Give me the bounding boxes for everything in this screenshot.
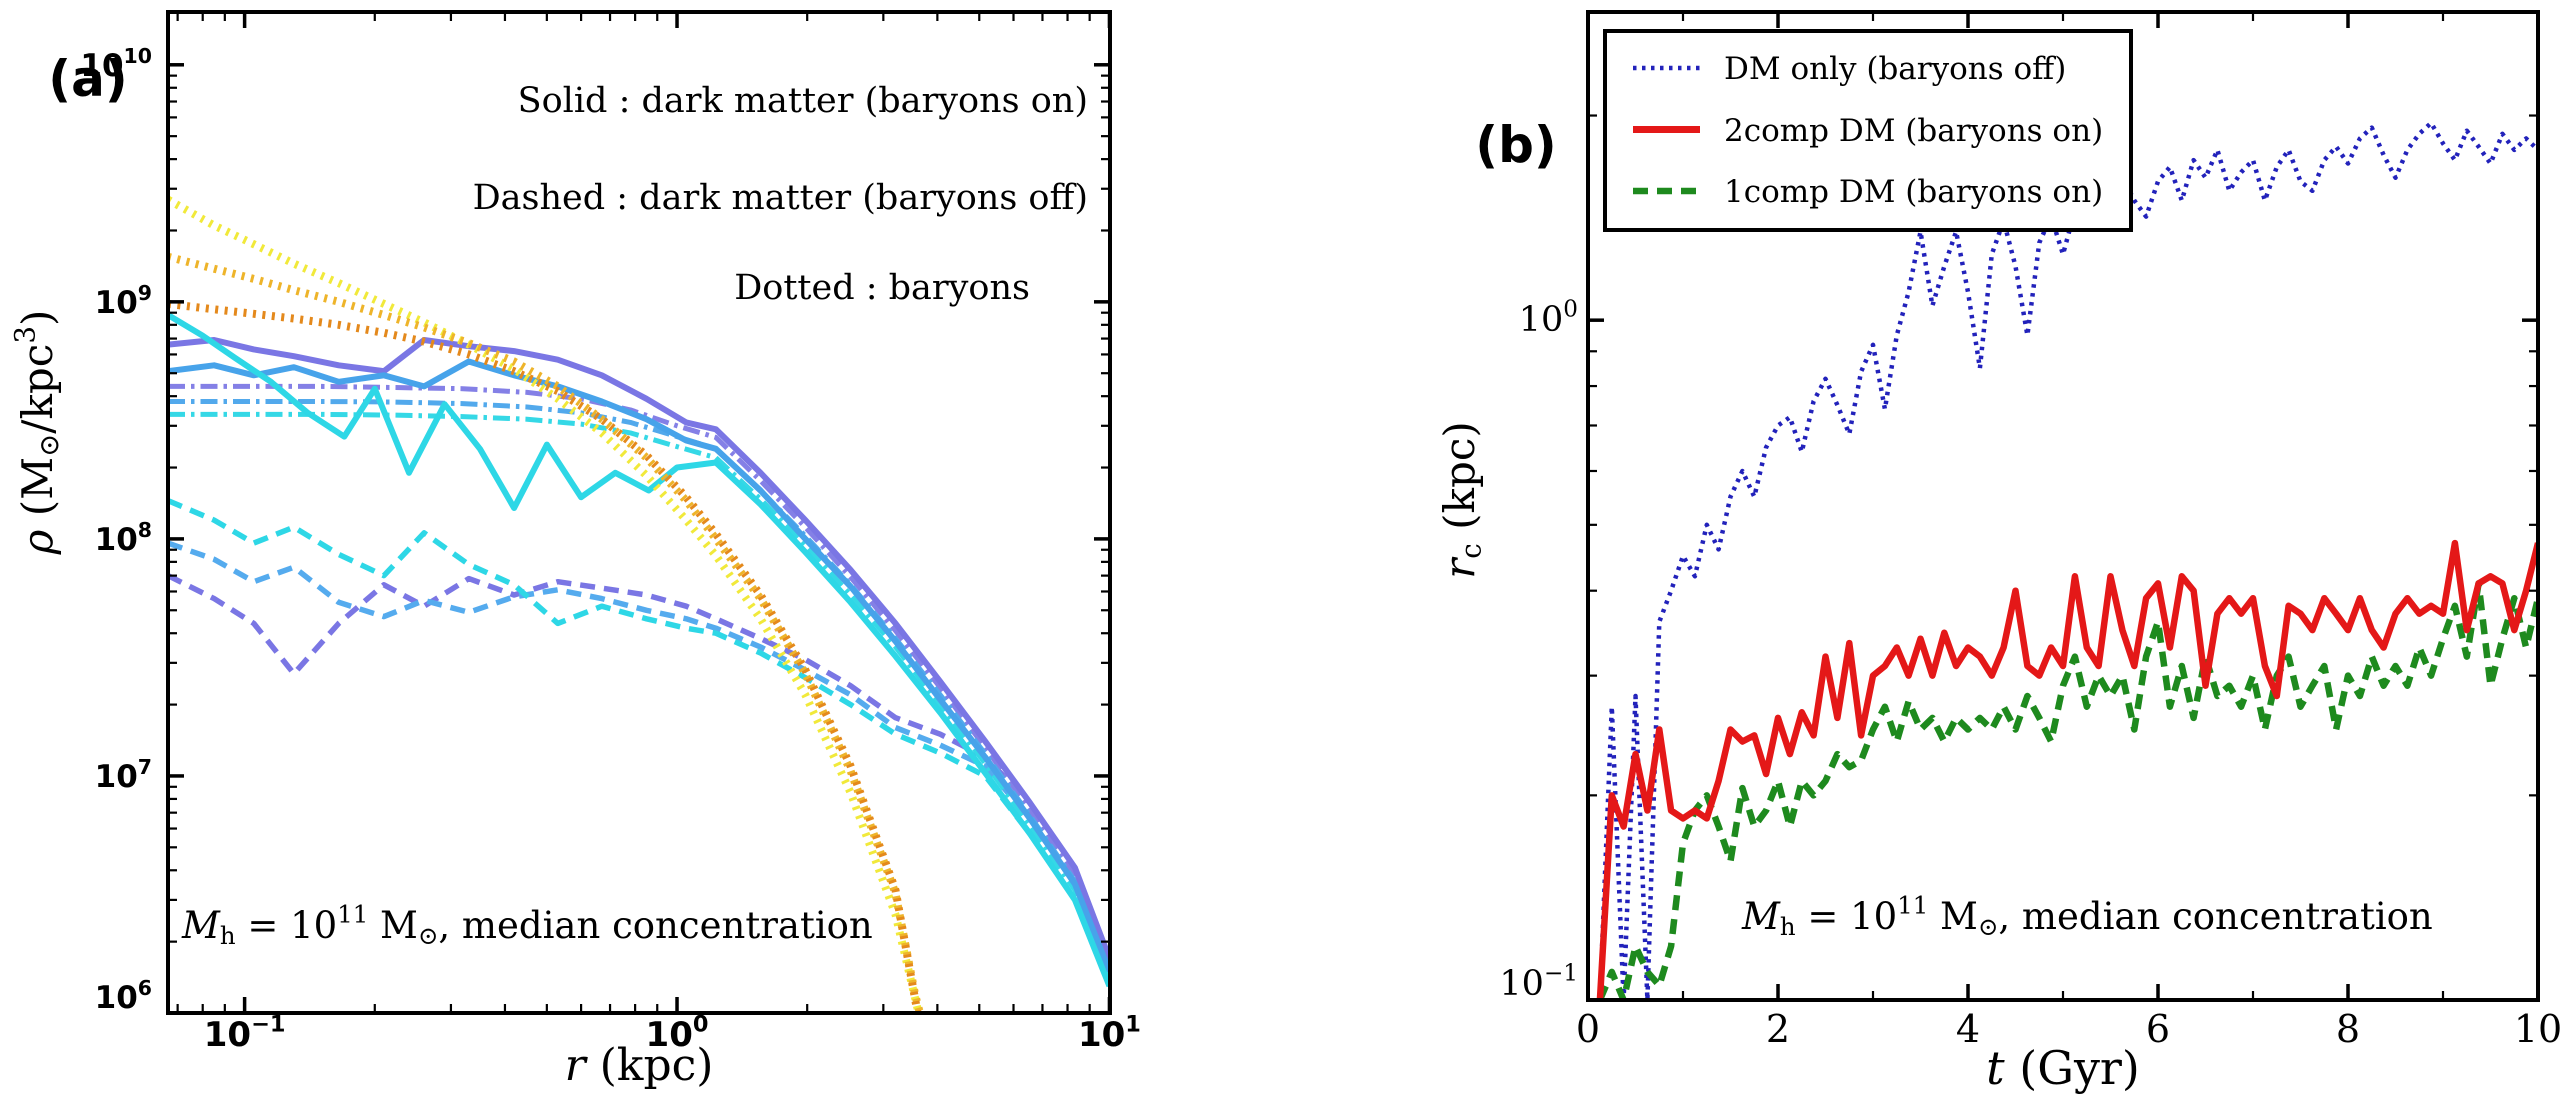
panel-b-ytick-label: 10−1	[1499, 960, 1578, 1004]
panel-b-x-axis-title: t (Gyr)	[1986, 1041, 2140, 1094]
legend-markers	[1633, 65, 1700, 195]
panel-b-xtick-label: 10	[2514, 1007, 2560, 1051]
curve-baryons-run2-dotted-gold	[168, 252, 925, 1013]
panel-a-y-axis-title: ρ (M⊙/kpc3)	[8, 310, 65, 556]
panel-b-ticks	[1586, 12, 2540, 1002]
curve-dark-matter-baryons-on-run3-solid-cyan	[168, 312, 1110, 988]
panel-b-xtick-label: 4	[1956, 1007, 1980, 1051]
panel-a-ytick-label: 1010	[80, 44, 152, 84]
curve-dark-matter-baryons-off-run1-dashed-violet	[168, 573, 1110, 960]
curve-cored-fit-run1-dash-dot-violet	[168, 383, 1110, 966]
panel-a-ytick-label: 109	[95, 281, 152, 321]
panel-a-x-axis-title: r (kpc)	[565, 1040, 714, 1091]
panel-a-xtick-label: 100	[646, 1012, 709, 1055]
panel-b-letter: (b)	[1475, 116, 1557, 174]
panel-a-annotation: Mh = 1011 M⊙, median concentration	[181, 899, 873, 949]
curve-cored-fit-run3-dash-dot-cyan	[168, 411, 1110, 980]
panel-b-xtick-label: 6	[2146, 1007, 2170, 1051]
curve-1comp-dm-baryons-on	[1596, 580, 2538, 1000]
curve-dark-matter-baryons-on-run2-solid-blue	[168, 358, 1110, 973]
panel-b-xtick-label: 8	[2336, 1007, 2360, 1051]
style-key-solid: Solid : dark matter (baryons on)	[518, 81, 1088, 121]
curve-dark-matter-baryons-off-run3-dashed-cyan	[168, 498, 1110, 988]
legend-label-2comp: 2comp DM (baryons on)	[1724, 113, 2103, 149]
legend-label-1comp: 1comp DM (baryons on)	[1724, 174, 2103, 210]
panel-a-frame	[166, 10, 1112, 1015]
panel-b-ytick-label: 100	[1519, 296, 1578, 340]
panel-a-xtick-label: 101	[1078, 1012, 1141, 1055]
style-key-dashed: Dashed : dark matter (baryons off)	[473, 178, 1088, 218]
panel-b-xtick-label: 0	[1576, 1007, 1600, 1051]
curve-dm-only-baryons-off	[1597, 120, 2538, 1000]
legend: DM only (baryons off) 2comp DM (baryons …	[1603, 29, 2133, 232]
panel-b-annotation: Mh = 1011 M⊙, median concentration	[1741, 890, 2433, 940]
curve-dark-matter-baryons-off-run2-dashed-light-blue	[168, 540, 1110, 973]
panel-a-letter: (a)	[48, 50, 127, 108]
panel-a: 10−1 100 101 106 107 108 109 1010 r (kpc) ρ (M⊙/k…	[8, 10, 1141, 1091]
panel-b-curves	[1596, 120, 2538, 1000]
legend-label-dm-only: DM only (baryons off)	[1724, 51, 2066, 87]
panel-b-xtick-label: 2	[1766, 1007, 1790, 1051]
curve-2comp-dm-baryons-on	[1596, 539, 2538, 1000]
panel-a-xtick-label: 10−1	[204, 1012, 286, 1055]
style-key-dotted: Dotted : baryons	[734, 268, 1030, 308]
curve-baryons-run3-dotted-orange	[168, 299, 922, 1013]
panel-a-ytick-label: 108	[95, 518, 152, 558]
curve-baryons-run1-dotted-yellow	[168, 196, 923, 1013]
panel-b: 0 2 4 6 8 10 100 10−1 t (Gyr) rc (kpc) Mh = 1011 M…	[1435, 10, 2560, 1094]
panel-a-curves	[168, 196, 1110, 1013]
panel-a-ytick-label: 106	[95, 976, 152, 1016]
panel-b-y-axis-title: rc (kpc)	[1435, 421, 1488, 579]
curve-dark-matter-baryons-on-run1-solid-violet	[168, 337, 1110, 960]
panel-a-ytick-label: 107	[95, 755, 152, 795]
panel-a-ticks	[168, 12, 1112, 1015]
